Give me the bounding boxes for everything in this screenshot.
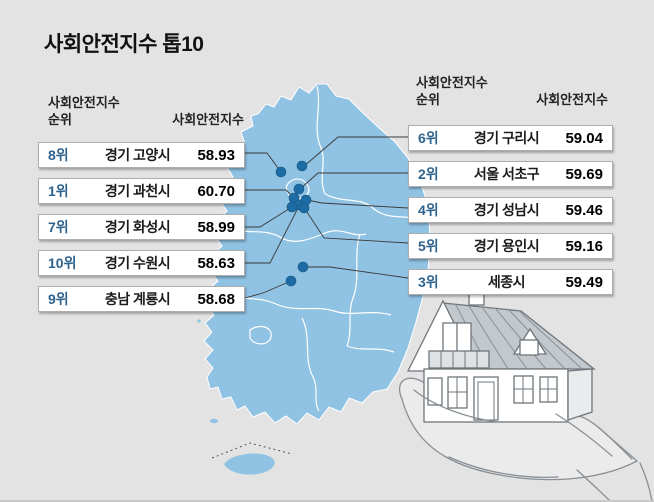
leader-line [306, 199, 409, 209]
score-value: 59.46 [565, 201, 603, 219]
right-table-header: 사회안전지수 순위 사회안전지수 [416, 74, 608, 108]
city-marker-dot [275, 166, 287, 178]
city-marker-dot [286, 201, 298, 213]
left-table-header: 사회안전지수 순위 사회안전지수 [48, 94, 244, 128]
rank-label: 2위 [418, 166, 439, 182]
city-marker-dot [296, 160, 308, 172]
leader-line [304, 266, 409, 279]
header-rank-label: 순위 [416, 92, 440, 107]
rank-row-seongnam: 4위 경기 성남시 59.46 [408, 197, 613, 223]
header-value-label: 사회안전지수 [536, 92, 608, 107]
map-break-dashed-line [211, 442, 293, 459]
city-marker-dot [293, 183, 305, 195]
leader-line [244, 280, 292, 299]
city-label: 경기 구리시 [473, 130, 540, 146]
score-value: 59.04 [565, 129, 603, 147]
city-label: 경기 수원시 [104, 255, 171, 271]
score-value: 58.63 [197, 254, 235, 272]
rank-row-guri: 6위 경기 구리시 59.04 [408, 125, 613, 151]
rank-row-seocho: 2위 서울 서초구 59.69 [408, 161, 613, 187]
rank-label: 5위 [418, 238, 439, 254]
rank-row-yongin: 5위 경기 용인시 59.16 [408, 233, 613, 259]
city-label: 서울 서초구 [473, 166, 540, 182]
hand-lines [413, 389, 653, 500]
rank-row-gyeryong: 9위 충남 계룡시 58.68 [38, 286, 245, 312]
rank-label: 6위 [418, 130, 439, 146]
leader-line [302, 136, 408, 168]
dormer-window [519, 339, 539, 356]
city-label: 경기 화성시 [104, 219, 171, 235]
score-value: 58.99 [197, 218, 235, 236]
house [406, 285, 596, 423]
window-mullions [447, 375, 558, 409]
jeju-island [224, 453, 275, 475]
korea-map [197, 83, 431, 475]
leader-line [245, 152, 282, 173]
rank-label: 8위 [48, 147, 69, 163]
rank-row-sejong: 3위 세종시 59.49 [408, 269, 613, 295]
rank-row-suwon: 10위 경기 수원시 58.63 [38, 250, 245, 276]
city-marker-dot [297, 261, 309, 273]
side-wall [567, 368, 593, 421]
header-value-label: 사회안전지수 [172, 112, 244, 127]
rank-row-goyang: 8위 경기 고양시 58.93 [38, 142, 245, 168]
header-rank-label: 순위 [48, 112, 72, 127]
city-label: 경기 고양시 [104, 147, 171, 163]
city-marker-dot [298, 202, 310, 214]
city-markers [275, 160, 312, 287]
city-label: 세종시 [487, 274, 526, 290]
rank-label: 1위 [48, 183, 69, 199]
rank-row-hwaseong: 7위 경기 화성시 58.99 [38, 214, 245, 240]
city-label: 경기 과천시 [104, 183, 171, 199]
city-label: 경기 성남시 [473, 202, 540, 218]
city-label: 경기 용인시 [473, 238, 540, 254]
leader-line [245, 206, 293, 228]
leader-line [304, 208, 409, 244]
header-index-label: 사회안전지수 [48, 95, 120, 110]
balcony [428, 350, 490, 369]
hand-holding-house-illustration [399, 285, 653, 500]
score-value: 58.68 [197, 290, 235, 308]
city-label: 충남 계룡시 [104, 291, 171, 307]
rank-label: 10위 [48, 255, 77, 271]
rank-label: 9위 [48, 291, 69, 307]
leader-line [299, 172, 408, 190]
score-value: 59.16 [565, 237, 603, 255]
score-value: 59.69 [565, 165, 603, 183]
rank-row-gwacheon: 1위 경기 과천시 60.70 [38, 178, 245, 204]
city-marker-dot [285, 275, 297, 287]
page-title: 사회안전지수 톱10 [44, 33, 204, 56]
rank-label: 3위 [418, 274, 439, 290]
leader-line [245, 205, 300, 264]
rank-label: 4위 [418, 202, 439, 218]
korea-mainland-shape [203, 83, 431, 425]
score-value: 58.93 [197, 146, 235, 164]
score-value: 60.70 [197, 182, 235, 200]
score-value: 59.49 [565, 273, 603, 291]
rank-label: 7위 [48, 219, 69, 235]
header-index-label: 사회안전지수 [416, 75, 488, 90]
